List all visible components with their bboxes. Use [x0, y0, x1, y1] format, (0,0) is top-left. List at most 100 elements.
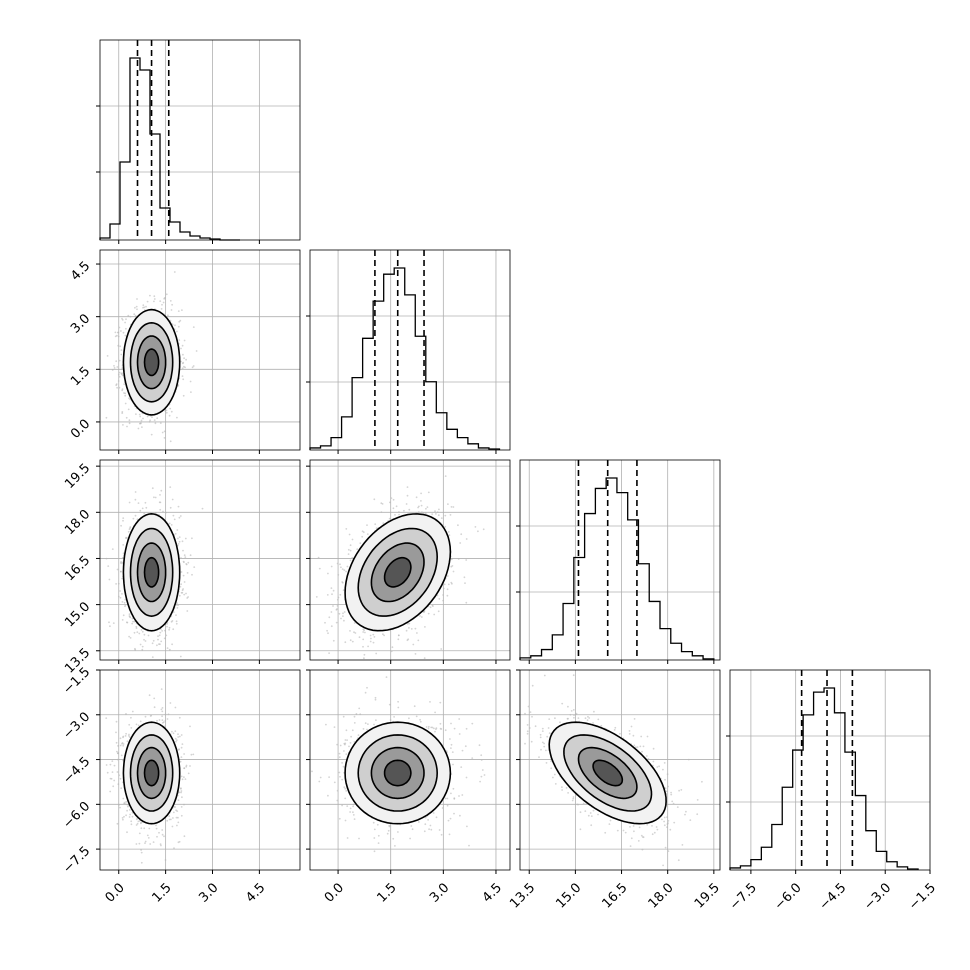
scatter-point — [169, 506, 172, 509]
density-layer — [310, 475, 485, 665]
scatter-point — [167, 314, 169, 317]
scatter-point — [332, 605, 334, 607]
scatter-point — [331, 593, 333, 596]
scatter-point — [406, 494, 409, 497]
scatter-point — [159, 494, 161, 496]
scatter-point — [151, 656, 154, 658]
scatter-point — [345, 570, 347, 573]
scatter-point — [149, 419, 152, 422]
scatter-point — [132, 517, 135, 520]
scatter-point — [139, 415, 142, 418]
scatter-point — [140, 419, 143, 422]
scatter-point — [119, 570, 122, 573]
scatter-point — [336, 598, 339, 601]
contour-line — [383, 556, 412, 588]
scatter-point — [342, 589, 345, 592]
scatter-point — [178, 540, 181, 543]
scatter-point — [121, 374, 124, 377]
scatter-point — [151, 487, 154, 490]
scatter-point — [189, 380, 192, 383]
scatter-point — [403, 509, 405, 512]
scatter-point — [176, 824, 178, 827]
scatter-point — [119, 590, 121, 592]
scatter-point — [127, 530, 130, 533]
scatter-point — [160, 308, 163, 310]
scatter-point — [328, 652, 330, 654]
scatter-point — [140, 827, 143, 830]
scatter-point — [114, 331, 117, 334]
scatter-point — [144, 840, 147, 843]
scatter-point — [94, 349, 96, 351]
scatter-point — [168, 626, 171, 629]
density-fill — [144, 349, 159, 376]
scatter-point — [369, 634, 372, 637]
scatter-point — [111, 548, 114, 550]
scatter-point — [141, 507, 144, 510]
scatter-point — [168, 818, 171, 821]
scatter-point — [349, 639, 352, 642]
scatter-point — [128, 419, 131, 422]
scatter-point — [326, 629, 328, 632]
scatter-point — [168, 628, 171, 631]
scatter-point — [334, 663, 336, 665]
scatter-point — [324, 621, 326, 624]
scatter-point — [390, 650, 393, 653]
scatter-point — [201, 507, 204, 510]
scatter-point — [117, 783, 120, 785]
scatter-point — [116, 366, 119, 368]
scatter-point — [181, 743, 184, 745]
scatter-point — [123, 383, 126, 385]
scatter-point — [139, 643, 142, 646]
scatter-point — [390, 497, 393, 499]
scatter-point — [174, 532, 177, 535]
scatter-point — [133, 631, 136, 634]
scatter-point — [444, 525, 447, 528]
scatter-point — [121, 368, 124, 371]
scatter-point — [134, 498, 137, 501]
scatter-point — [448, 534, 451, 536]
scatter-point — [349, 559, 352, 562]
scatter-point — [159, 501, 162, 504]
scatter-point — [397, 634, 400, 637]
contour-line — [370, 542, 425, 603]
scatter-point — [116, 822, 119, 825]
scatter-point — [162, 301, 165, 304]
scatter-point — [118, 371, 121, 374]
scatter-point — [356, 548, 359, 551]
scatter-point — [342, 615, 344, 617]
scatter-point — [459, 542, 462, 544]
scatter-point — [330, 587, 333, 589]
marginal-panel-3 — [726, 669, 931, 874]
scatter-point — [108, 578, 111, 581]
scatter-point — [373, 636, 376, 638]
scatter-point — [465, 538, 468, 540]
scatter-point — [170, 620, 173, 623]
scatter-point — [175, 614, 177, 616]
scatter-point — [402, 663, 404, 665]
scatter-point — [135, 625, 138, 628]
scatter-point — [115, 583, 117, 585]
scatter-point — [180, 791, 183, 794]
scatter-point — [395, 505, 398, 508]
scatter-point — [183, 365, 185, 368]
scatter-point — [338, 612, 341, 615]
scatter-point — [178, 594, 181, 597]
scatter-point — [129, 813, 132, 816]
scatter-point — [135, 723, 138, 726]
scatter-point — [112, 622, 115, 624]
scatter-point — [180, 746, 183, 749]
scatter-point — [136, 631, 139, 633]
scatter-point — [128, 422, 131, 425]
scatter-point — [105, 557, 108, 560]
contour-line — [129, 527, 174, 618]
scatter-point — [115, 731, 117, 734]
scatter-point — [165, 634, 168, 637]
scatter-point — [389, 501, 391, 504]
scatter-point — [341, 581, 344, 583]
scatter-point — [177, 325, 180, 328]
scatter-point — [420, 500, 422, 502]
scatter-point — [189, 554, 192, 557]
scatter-point — [463, 576, 466, 579]
scatter-point — [177, 821, 180, 824]
scatter-point — [136, 822, 139, 825]
